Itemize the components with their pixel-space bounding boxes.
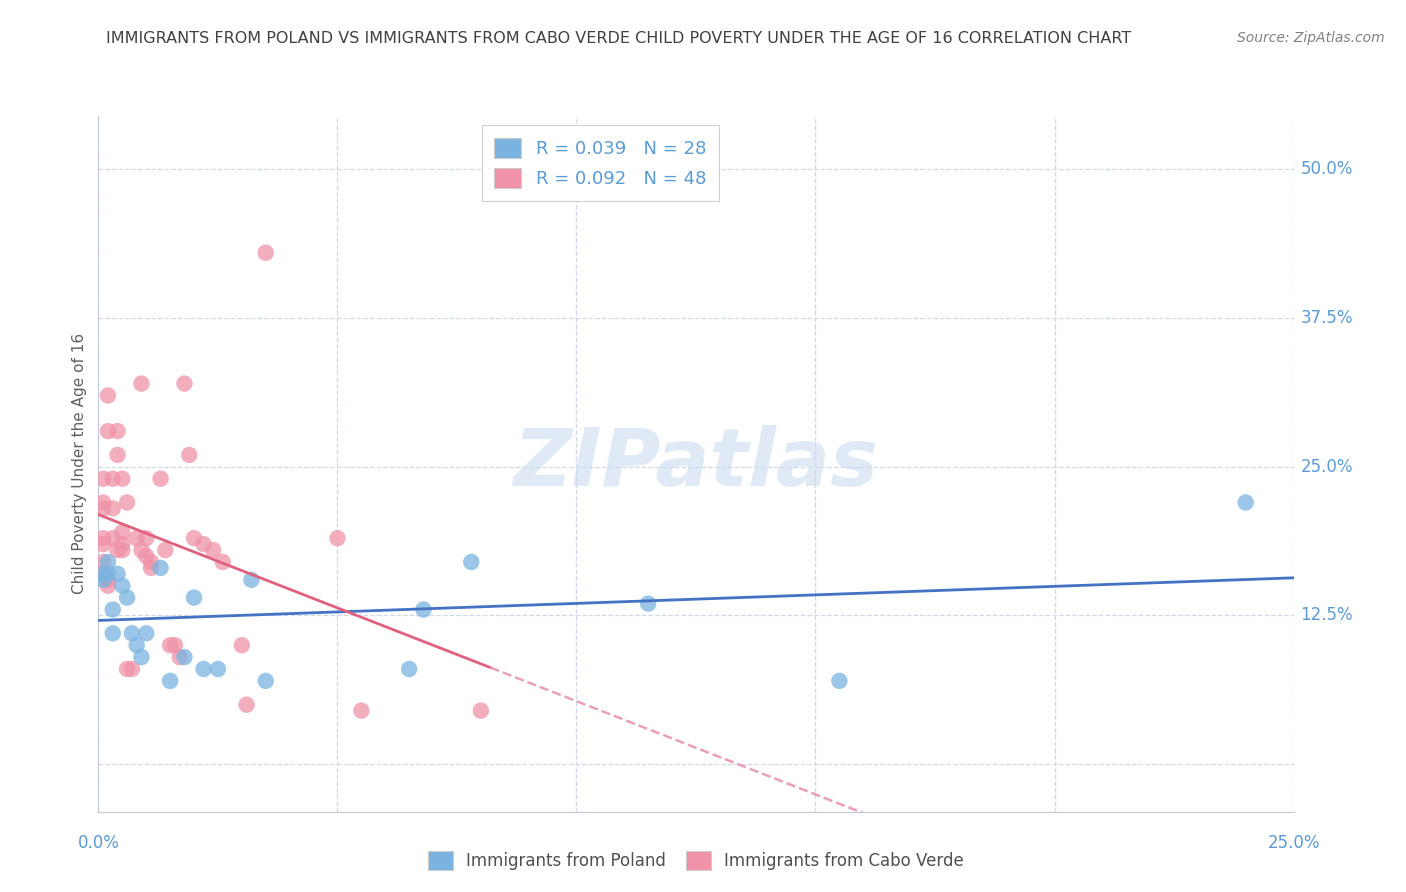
Point [159, 638, 181, 652]
Point [173, 650, 195, 665]
Point [107, 424, 129, 438]
Point [97, 555, 120, 569]
Point [131, 543, 153, 558]
Point [91, 495, 114, 509]
Point [139, 555, 162, 569]
Point [207, 662, 229, 676]
Point [169, 650, 191, 665]
Point [107, 566, 129, 581]
Point [131, 650, 153, 665]
Text: 0.0%: 0.0% [77, 834, 120, 852]
Point [460, 555, 482, 569]
Point [350, 704, 373, 718]
Point [111, 472, 134, 486]
Point [91, 531, 114, 545]
Point [211, 555, 233, 569]
Point [131, 376, 153, 391]
Point [97, 388, 120, 402]
Point [139, 561, 162, 575]
Point [91, 555, 114, 569]
Point [235, 698, 257, 712]
Legend: Immigrants from Poland, Immigrants from Cabo Verde: Immigrants from Poland, Immigrants from … [418, 840, 974, 880]
Point [412, 602, 434, 616]
Point [183, 591, 205, 605]
Point [91, 472, 114, 486]
Point [326, 531, 349, 545]
Point [135, 531, 157, 545]
Point [111, 543, 134, 558]
Point [179, 448, 201, 462]
Point [155, 543, 177, 558]
Point [135, 549, 157, 563]
Point [97, 566, 120, 581]
Point [163, 638, 186, 652]
Text: ZIPatlas: ZIPatlas [513, 425, 879, 503]
Point [135, 626, 157, 640]
Point [828, 673, 851, 688]
Text: 25.0%: 25.0% [1267, 834, 1320, 852]
Point [125, 638, 148, 652]
Point [159, 673, 181, 688]
Point [97, 573, 120, 587]
Point [97, 579, 120, 593]
Point [111, 525, 134, 540]
Point [101, 501, 124, 516]
Point [183, 531, 205, 545]
Text: 50.0%: 50.0% [1301, 161, 1353, 178]
Point [115, 591, 138, 605]
Point [91, 501, 114, 516]
Point [111, 537, 134, 551]
Point [149, 561, 172, 575]
Point [97, 424, 120, 438]
Point [101, 531, 124, 545]
Text: Source: ZipAtlas.com: Source: ZipAtlas.com [1237, 31, 1385, 45]
Point [173, 376, 195, 391]
Point [91, 573, 114, 587]
Point [91, 537, 114, 551]
Point [254, 673, 277, 688]
Point [121, 662, 143, 676]
Point [107, 448, 129, 462]
Point [125, 531, 148, 545]
Point [193, 537, 215, 551]
Text: 25.0%: 25.0% [1301, 458, 1353, 475]
Point [91, 566, 114, 581]
Point [111, 579, 134, 593]
Point [101, 472, 124, 486]
Point [1234, 495, 1257, 509]
Point [101, 626, 124, 640]
Point [193, 662, 215, 676]
Point [107, 543, 129, 558]
Point [115, 495, 138, 509]
Y-axis label: Child Poverty Under the Age of 16: Child Poverty Under the Age of 16 [72, 334, 87, 594]
Point [231, 638, 253, 652]
Point [240, 573, 263, 587]
Point [115, 662, 138, 676]
Point [637, 597, 659, 611]
Point [398, 662, 420, 676]
Point [91, 566, 114, 581]
Point [101, 602, 124, 616]
Point [470, 704, 492, 718]
Text: 12.5%: 12.5% [1301, 607, 1353, 624]
Point [202, 543, 225, 558]
Text: IMMIGRANTS FROM POLAND VS IMMIGRANTS FROM CABO VERDE CHILD POVERTY UNDER THE AGE: IMMIGRANTS FROM POLAND VS IMMIGRANTS FRO… [105, 31, 1132, 46]
Point [121, 626, 143, 640]
Point [254, 245, 277, 260]
Text: 37.5%: 37.5% [1301, 310, 1353, 327]
Point [149, 472, 172, 486]
